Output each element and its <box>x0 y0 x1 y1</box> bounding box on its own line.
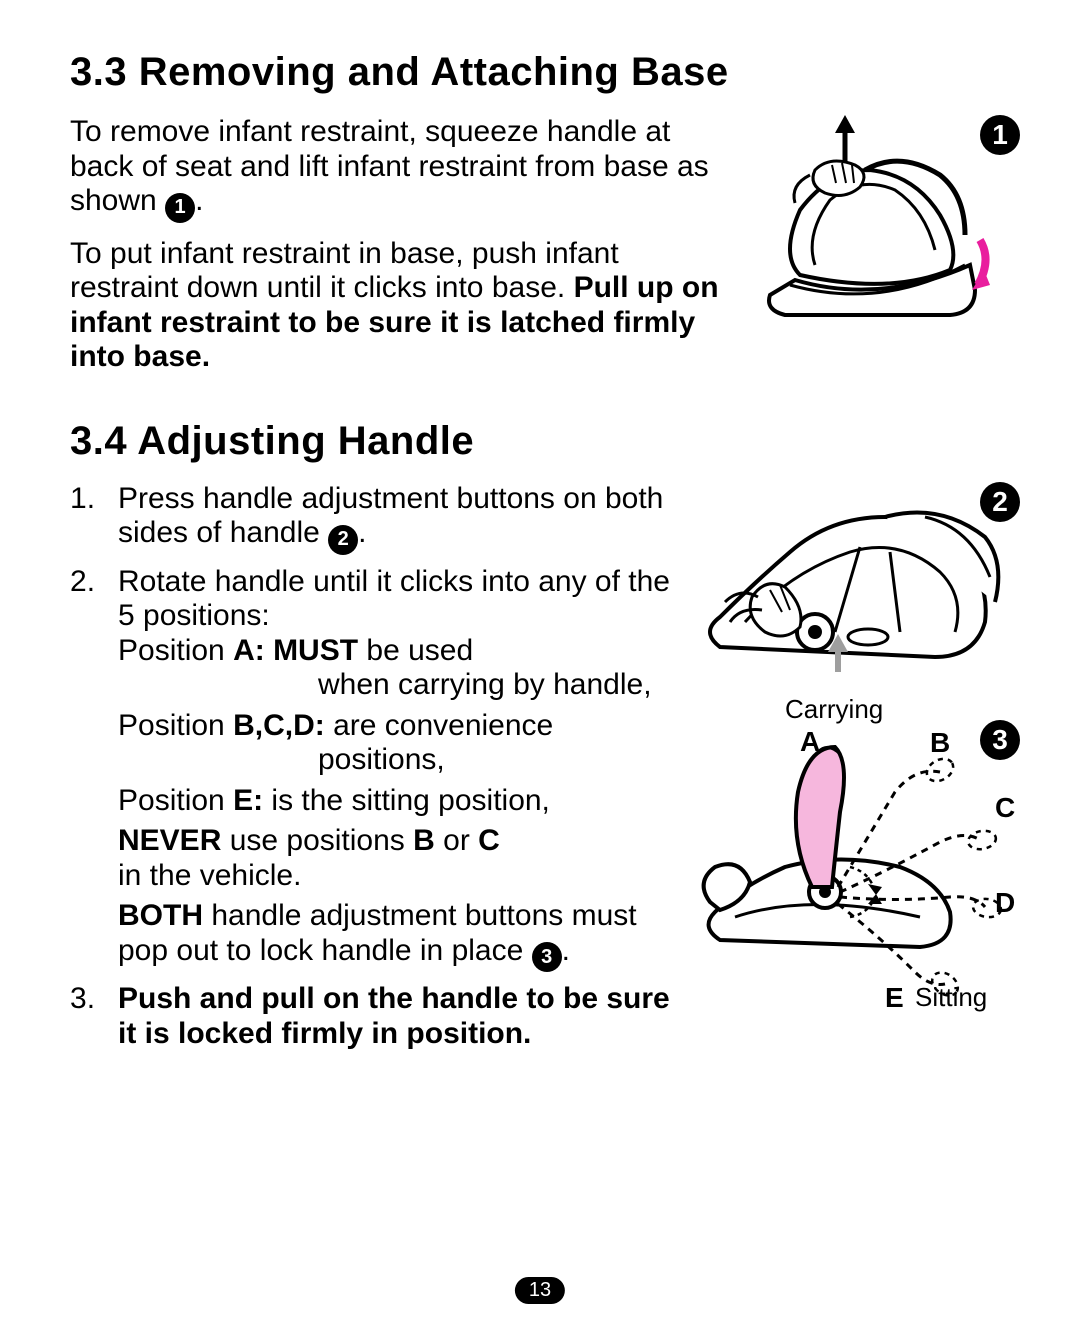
text: . <box>195 184 203 217</box>
text: in the vehicle. <box>118 859 301 892</box>
label-b: B <box>930 727 950 759</box>
text: Position <box>118 709 233 742</box>
position-bcd: Position B,C,D: are convenience position… <box>118 709 680 778</box>
text: are convenience <box>325 709 554 742</box>
section-3-4-text: Press handle adjustment buttons on both … <box>70 482 680 1062</box>
text: . <box>358 516 366 549</box>
position-e: Position E: is the sitting position, <box>118 784 680 819</box>
list-item-1: Press handle adjustment buttons on both … <box>70 482 680 555</box>
bold-text: E: <box>233 784 263 817</box>
figure-3-number: 3 <box>980 720 1020 760</box>
never-warning: NEVER use positions B or C in the vehicl… <box>118 824 680 893</box>
figure-1: 1 <box>740 115 1020 335</box>
section-3-4-body: Press handle adjustment buttons on both … <box>70 482 1020 1062</box>
label-carrying: Carrying <box>785 694 883 725</box>
label-a: A <box>800 726 820 758</box>
figure-3: Carrying A B C D E Sitting 3 <box>690 692 1020 1012</box>
circled-2-inline: 2 <box>328 525 358 555</box>
figure-column: 2 <box>690 482 1020 1062</box>
position-a: Position A: MUST be used when carrying b… <box>118 634 680 703</box>
label-sitting: Sitting <box>915 982 987 1013</box>
text: . <box>562 934 570 967</box>
figure-2-number: 2 <box>980 482 1020 522</box>
section-3-3: 3.3 Removing and Attaching Base To remov… <box>70 50 1020 389</box>
para-3-3-2: To put infant restraint in base, push in… <box>70 237 720 375</box>
text: use positions <box>221 824 413 857</box>
section-3-4: 3.4 Adjusting Handle Press handle adjust… <box>70 419 1020 1062</box>
label-e: E <box>885 982 904 1014</box>
bold-text: C <box>478 824 500 857</box>
bold-text: Push and pull on the handle to be sure i… <box>118 982 670 1050</box>
text: or <box>435 824 478 857</box>
label-d: D <box>995 887 1015 919</box>
text: Press handle adjustment buttons on both … <box>118 482 663 550</box>
text: be used <box>358 634 473 667</box>
heading-3-4: 3.4 Adjusting Handle <box>70 419 1020 464</box>
text: Position <box>118 634 233 667</box>
circled-3-inline: 3 <box>532 942 562 972</box>
list-item-2: Rotate handle until it clicks into any o… <box>70 565 680 973</box>
circled-1-inline: 1 <box>165 193 195 223</box>
figure-1-number: 1 <box>980 115 1020 155</box>
figure-3-svg <box>690 692 1020 1012</box>
both-note: BOTH handle adjustment buttons must pop … <box>118 899 680 972</box>
bold-text: NEVER <box>118 824 221 857</box>
ordered-list: Press handle adjustment buttons on both … <box>70 482 680 1052</box>
label-c: C <box>995 792 1015 824</box>
heading-3-3: 3.3 Removing and Attaching Base <box>70 50 1020 95</box>
section-3-3-body: To remove infant restraint, squeeze hand… <box>70 115 1020 389</box>
bold-text: B,C,D: <box>233 709 325 742</box>
figure-2: 2 <box>690 482 1020 682</box>
text: Position <box>118 784 233 817</box>
text: To put infant restraint in base, push in… <box>70 237 619 305</box>
bold-text: A: MUST <box>233 634 358 667</box>
text: positions, <box>118 743 680 778</box>
text: Rotate handle until it clicks into any o… <box>118 565 680 634</box>
text: when carrying by handle, <box>118 668 680 703</box>
figure-1-svg <box>740 115 1020 335</box>
text: is the sitting position, <box>263 784 550 817</box>
figure-2-svg <box>690 482 1020 682</box>
section-3-3-text: To remove infant restraint, squeeze hand… <box>70 115 720 389</box>
page-number: 13 <box>515 1277 565 1304</box>
bold-text: BOTH <box>118 899 203 932</box>
list-item-3: Push and pull on the handle to be sure i… <box>70 982 680 1051</box>
para-3-3-1: To remove infant restraint, squeeze hand… <box>70 115 720 223</box>
bold-text: B <box>413 824 435 857</box>
